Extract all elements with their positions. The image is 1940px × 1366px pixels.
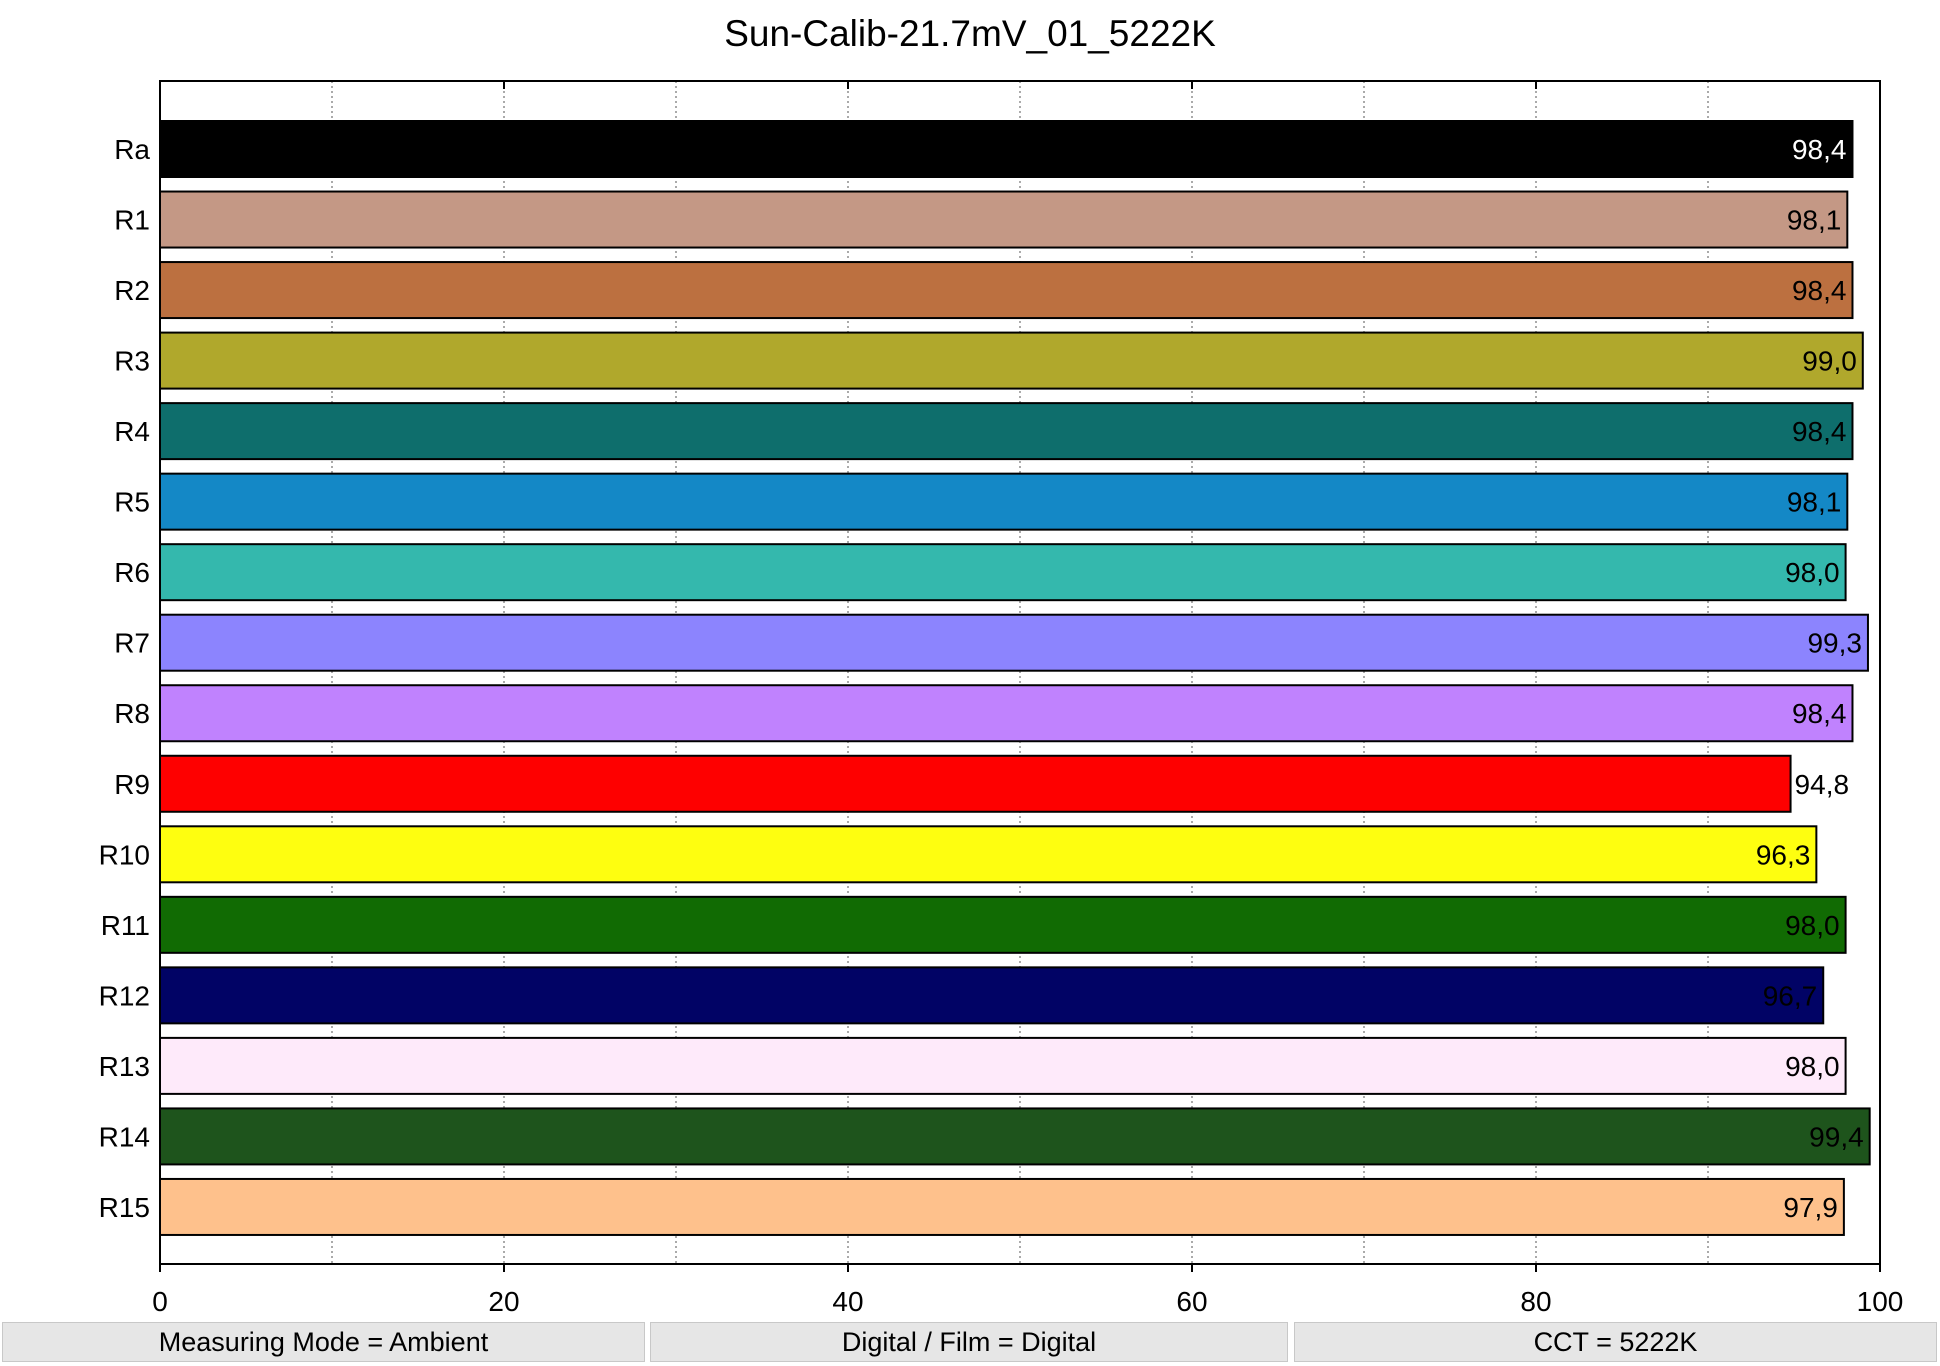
value-label: 97,9: [1783, 1192, 1838, 1223]
bar-r13: [159, 1036, 1847, 1095]
category-label: R14: [99, 1121, 150, 1152]
bar-r7: [159, 613, 1869, 672]
bar-r5: [159, 472, 1849, 531]
value-label: 98,0: [1785, 1051, 1840, 1082]
category-label: R7: [114, 628, 150, 659]
value-label: 98,0: [1785, 910, 1840, 941]
category-label: R4: [114, 416, 150, 447]
category-label: R10: [99, 839, 150, 870]
x-axis-ticks: 0 20 40 60 80 100: [152, 81, 1903, 1317]
digital-film-cell: Digital / Film = Digital: [650, 1322, 1288, 1362]
category-label: R6: [114, 557, 150, 588]
x-tick-label: 80: [1520, 1286, 1551, 1317]
x-tick-label: 100: [1857, 1286, 1904, 1317]
value-label: 96,3: [1756, 839, 1811, 870]
category-label: R15: [99, 1192, 150, 1223]
value-label: 98,1: [1787, 487, 1842, 518]
bar-r12: [159, 966, 1825, 1025]
x-tick-label: 60: [1176, 1286, 1207, 1317]
category-label: R3: [114, 346, 150, 377]
category-label: R13: [99, 1051, 150, 1082]
category-label: Ra: [114, 134, 150, 165]
bars: 98,4 98,1 98,4 99,0 98,4 98,1 98,0 99,3 98,4 94,8…: [159, 120, 1871, 1236]
bar-r3: [159, 331, 1864, 390]
category-label: R1: [114, 205, 150, 236]
bar-r8: [159, 684, 1854, 743]
plot-frame: [159, 80, 1881, 1265]
value-label: 98,1: [1787, 205, 1842, 236]
category-label: R12: [99, 980, 150, 1011]
category-label: R2: [114, 275, 150, 306]
category-labels: Ra R1 R2 R3 R4 R5 R6 R7 R8 R9 R10 R11 R12 R13 R14 R15: [99, 134, 151, 1223]
bar-r6: [159, 543, 1847, 602]
value-label: 98,4: [1792, 134, 1847, 165]
value-label: 94,8: [1795, 769, 1850, 800]
bar-r14: [159, 1107, 1871, 1166]
bar-ra: [159, 120, 1854, 178]
category-label: R9: [114, 769, 150, 800]
category-label: R11: [101, 910, 150, 941]
measuring-mode-cell: Measuring Mode = Ambient: [2, 1322, 645, 1362]
chart-title: Sun-Calib-21.7mV_01_5222K: [724, 13, 1216, 54]
value-label: 96,7: [1763, 980, 1818, 1011]
value-label: 98,4: [1792, 698, 1847, 729]
status-bar: Measuring Mode = Ambient Digital / Film …: [0, 1320, 1940, 1366]
x-tick-label: 40: [832, 1286, 863, 1317]
bar-r15: [159, 1177, 1845, 1236]
bar-r1: [159, 190, 1849, 249]
bar-r9: [159, 754, 1792, 813]
value-label: 98,0: [1785, 557, 1840, 588]
bar-r11: [159, 895, 1847, 954]
cri-bar-chart: Sun-Calib-21.7mV_01_5222K 98,4 98,1 98,4 99…: [99, 13, 1904, 1317]
cct-cell: CCT = 5222K: [1294, 1322, 1937, 1362]
category-label: R5: [114, 487, 150, 518]
value-label: 99,3: [1807, 628, 1862, 659]
value-label: 99,0: [1802, 346, 1857, 377]
bar-r2: [159, 261, 1854, 320]
bar-r4: [159, 402, 1854, 461]
value-label: 99,4: [1809, 1121, 1864, 1152]
value-label: 98,4: [1792, 275, 1847, 306]
bar-r10: [159, 825, 1818, 884]
x-tick-label: 0: [152, 1286, 168, 1317]
value-label: 98,4: [1792, 416, 1847, 447]
x-tick-label: 20: [488, 1286, 519, 1317]
category-label: R8: [114, 698, 150, 729]
